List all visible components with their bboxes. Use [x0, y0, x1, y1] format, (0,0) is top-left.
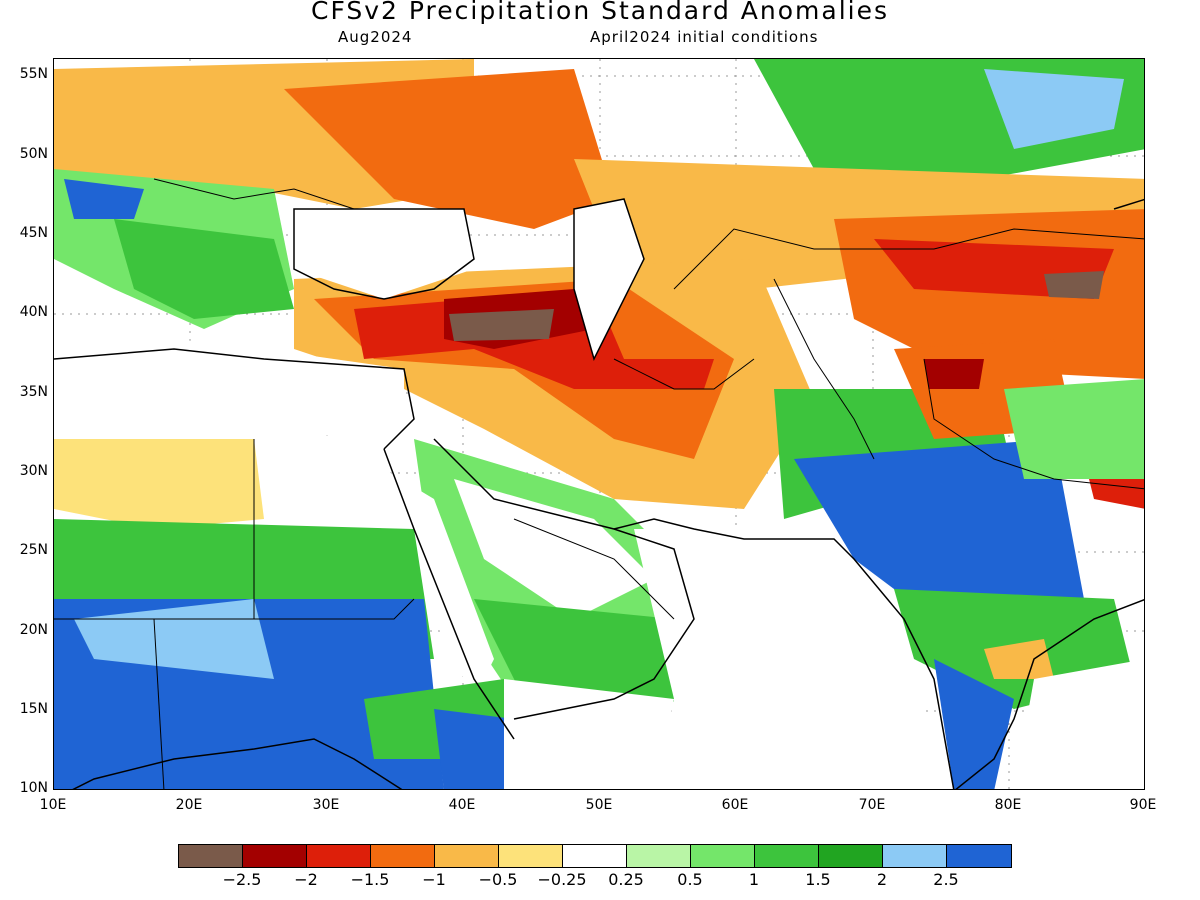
legend-swatch: [691, 845, 755, 867]
legend-label: 0.5: [677, 870, 703, 889]
region-russia-dry: [284, 69, 614, 229]
lat-label: 50N: [19, 146, 48, 162]
legend-swatch: [947, 845, 1011, 867]
lat-label: 35N: [19, 384, 48, 400]
legend-swatch: [819, 845, 883, 867]
lon-label: 20E: [175, 797, 203, 813]
region-arabian-sea: [634, 529, 934, 789]
legend-label: −2.5: [222, 870, 262, 889]
lon-label: 40E: [448, 797, 476, 813]
lat-label: 15N: [19, 701, 48, 717]
lon-label: 60E: [721, 797, 749, 813]
legend-label: 1: [748, 870, 760, 889]
region-balkhash-wet: [984, 69, 1124, 149]
coastlines: [54, 198, 1144, 789]
region-arabia-white: [454, 479, 654, 619]
region-anatolia-extreme: [449, 309, 554, 341]
color-legend: [178, 844, 1012, 868]
region-india-west-wet: [794, 439, 1084, 619]
legend-label: 1.5: [805, 870, 831, 889]
anomaly-map: [53, 58, 1145, 790]
region-china-extreme: [1044, 271, 1104, 299]
region-himalaya-core: [924, 359, 984, 389]
lon-label: 90E: [1129, 797, 1157, 813]
legend-label: 2.5: [933, 870, 959, 889]
lat-label: 10N: [19, 780, 48, 796]
legend-swatch: [627, 845, 691, 867]
region-india-orange: [984, 639, 1054, 679]
lon-label: 30E: [312, 797, 340, 813]
lat-label: 40N: [19, 304, 48, 320]
legend-label: −0.5: [478, 870, 518, 889]
legend-label: 0.25: [608, 870, 644, 889]
initial-conditions-label: April2024 initial conditions: [590, 28, 819, 46]
region-horn-white: [504, 679, 674, 789]
lon-label: 70E: [858, 797, 886, 813]
legend-swatch: [755, 845, 819, 867]
legend-swatch: [499, 845, 563, 867]
lat-label: 20N: [19, 622, 48, 638]
region-tibet-green: [1004, 379, 1144, 479]
legend-swatch: [883, 845, 947, 867]
region-balkans-wet: [114, 219, 294, 319]
forecast-month: Aug2024: [338, 28, 413, 46]
legend-swatch: [435, 845, 499, 867]
legend-label: −0.25: [537, 870, 587, 889]
legend-label: −1: [422, 870, 446, 889]
borders: [54, 178, 1144, 789]
region-alps-wet: [64, 179, 144, 219]
anomaly-field: [54, 59, 1144, 789]
lat-label: 25N: [19, 542, 48, 558]
legend-swatch: [243, 845, 307, 867]
lon-label: 10E: [39, 797, 67, 813]
legend-label: −1.5: [350, 870, 390, 889]
mediterranean: [54, 319, 404, 439]
map-canvas: [54, 59, 1144, 789]
caspian-sea: [574, 199, 644, 359]
legend-swatch: [179, 845, 243, 867]
black-sea: [294, 209, 474, 299]
legend-swatch: [371, 845, 435, 867]
region-libya-yellow: [54, 439, 264, 529]
region-india-south-wet: [934, 659, 1014, 789]
legend-label: −2: [294, 870, 318, 889]
chart-title: CFSv2 Precipitation Standard Anomalies: [310, 0, 889, 25]
legend-label: 2: [876, 870, 888, 889]
legend-swatch: [563, 845, 627, 867]
legend-swatch: [307, 845, 371, 867]
lon-label: 50E: [585, 797, 613, 813]
lat-label: 45N: [19, 225, 48, 241]
region-bay-of-bengal: [1014, 659, 1144, 789]
lat-label: 55N: [19, 66, 48, 82]
region-ethiopia-wet: [434, 709, 514, 789]
lat-label: 30N: [19, 463, 48, 479]
region-red-sea: [384, 469, 494, 699]
lon-label: 80E: [994, 797, 1022, 813]
